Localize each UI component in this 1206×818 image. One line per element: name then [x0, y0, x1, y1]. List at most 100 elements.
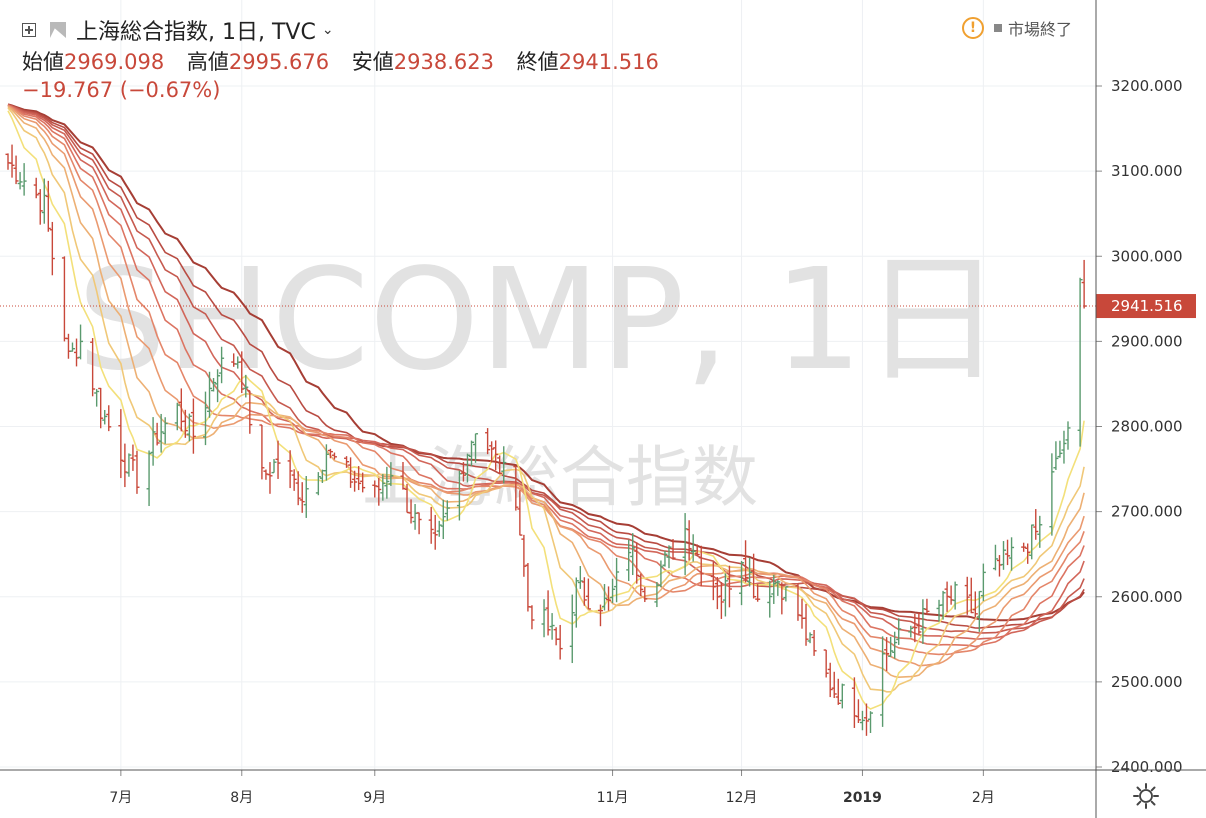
ohlc-bar: [952, 581, 958, 610]
ohlc-bar: [211, 378, 217, 392]
ohlc-bar: [202, 391, 208, 446]
ohlc-bar: [980, 563, 986, 602]
ohlc-bar: [755, 584, 761, 602]
ohlc-bar: [577, 566, 583, 589]
ohlc-bar: [597, 604, 603, 627]
ma-line: [7, 103, 1085, 634]
ohlc-bar: [162, 417, 168, 444]
ohlc-bar: [525, 563, 531, 612]
ohlc-bar: [892, 631, 898, 659]
ohlc-bar: [69, 342, 75, 352]
ohlc-bar: [859, 710, 865, 731]
ohlc-bar: [41, 178, 47, 224]
ohlc-bar: [13, 155, 19, 185]
watermark-symbol: SHCOMP, 1日: [77, 239, 1002, 402]
ohlc-bar: [581, 577, 587, 606]
ohlc-bar: [352, 470, 358, 492]
gear-icon[interactable]: [1132, 782, 1160, 810]
ohlc-bar: [219, 346, 225, 384]
last-price-label: 2941.516: [1111, 297, 1183, 315]
ma-line: [7, 104, 1085, 656]
symbol-title[interactable]: 上海総合指数, 1日, TVC: [76, 20, 316, 45]
ohlc-bar: [174, 402, 180, 431]
ohlc-bar: [78, 324, 84, 360]
ohlc-bar: [1061, 430, 1067, 464]
ohlc-bar: [49, 221, 55, 276]
ohlc-bar: [1037, 515, 1043, 548]
ohlc-bar: [90, 338, 96, 397]
ohlc-bar: [658, 560, 664, 588]
ohlc-bar: [1033, 509, 1039, 540]
ohlc-bar: [9, 144, 15, 178]
warning-icon[interactable]: !: [962, 17, 984, 39]
ohlc-bar: [694, 544, 700, 556]
ohlc-bar: [916, 612, 922, 635]
ohlc-bar: [400, 462, 406, 490]
market-status: ! 市場終了: [962, 16, 1072, 40]
ohlc-bar: [751, 553, 757, 599]
ohlc-bar: [501, 446, 507, 484]
ohlc-bar: [299, 482, 305, 513]
ohlc-bar: [243, 374, 249, 398]
ohlc-bar: [444, 500, 450, 521]
ohlc-bar: [614, 557, 620, 603]
ohlc-bar: [545, 590, 551, 636]
ohlc-bar: [602, 584, 608, 611]
ohlc-bar: [670, 539, 676, 560]
ohlc-bar: [360, 472, 366, 493]
ohlc-bar: [489, 441, 495, 463]
close-value: 2941.516: [558, 50, 659, 74]
ohlc-bar: [122, 443, 128, 488]
ohlc-bar: [747, 557, 753, 587]
ohlc-bar: [739, 560, 745, 606]
ohlc-bar: [513, 466, 519, 511]
ohlc-bar: [102, 409, 108, 425]
ohlc-bar: [291, 469, 297, 491]
ma-line: [7, 105, 1085, 667]
ohlc-bar: [827, 662, 833, 698]
ma-line: [7, 110, 1085, 710]
x-tick-label: 12月: [726, 790, 758, 806]
ohlc-bar: [811, 629, 817, 656]
ohlc-bar: [146, 450, 152, 507]
ohlc-bar: [440, 499, 446, 540]
ohlc-bar: [936, 599, 942, 622]
ohlc-bar: [259, 424, 265, 480]
ohlc-bar: [553, 627, 559, 646]
ohlc-bar: [690, 534, 696, 562]
ohlc-bar: [468, 440, 474, 467]
ohlc-bar: [924, 598, 930, 615]
expand-icon[interactable]: [22, 23, 36, 37]
y-tick-label: 3100.000: [1111, 162, 1183, 180]
ohlc-bar: [638, 573, 644, 597]
chevron-down-icon[interactable]: ⌄: [321, 22, 334, 38]
legend-title-row[interactable]: 上海総合指数, 1日, TVC ⌄: [22, 14, 334, 46]
ohlc-bar: [823, 649, 829, 678]
ohlc-bar: [569, 594, 575, 664]
ohlc-bar: [315, 472, 321, 496]
ohlc-bar: [896, 618, 902, 645]
ohlc-bar: [835, 678, 841, 705]
ohlc-bar: [517, 490, 523, 536]
ohlc-bar: [388, 462, 394, 486]
ohlc-bar: [775, 580, 781, 596]
x-tick-label: 2019: [843, 790, 882, 806]
ohlc-bar: [807, 632, 813, 644]
moving-average-ribbon: [7, 103, 1085, 710]
ohlc-bar: [682, 513, 688, 576]
ohlc-bar: [880, 636, 886, 727]
ohlc-bar: [94, 389, 100, 407]
ohlc-bar: [1021, 542, 1027, 552]
ohlc-bar: [295, 471, 301, 506]
ohlc-bar: [549, 613, 555, 640]
ma-line: [7, 103, 1085, 629]
ohlc-bar: [630, 533, 636, 576]
x-tick-label: 9月: [363, 790, 386, 806]
ohlc-bar: [642, 586, 648, 603]
close-label: 終値: [516, 50, 559, 74]
high-label: 高値: [186, 50, 229, 74]
ohlc-bar: [1057, 440, 1063, 458]
ohlc-bar: [323, 444, 329, 481]
